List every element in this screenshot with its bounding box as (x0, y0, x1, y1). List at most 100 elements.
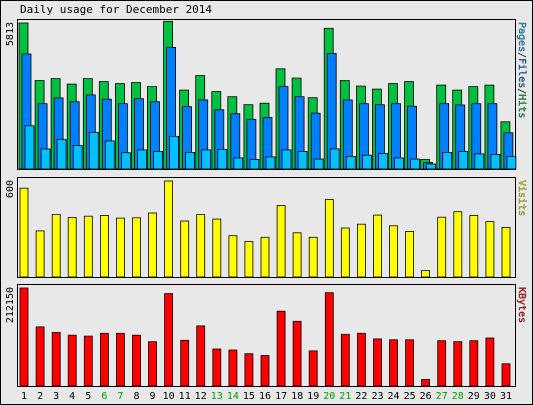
x-tick-label-11: 11 (179, 391, 191, 402)
legend-visits: Visits (516, 180, 527, 216)
bar-pages-12 (201, 149, 212, 170)
bar-visits-26 (421, 270, 431, 278)
legend-separator: / (516, 88, 527, 94)
bar-kbytes-21 (340, 333, 350, 387)
x-tick-label-6: 6 (101, 391, 107, 402)
legend: KBytes (516, 287, 527, 323)
legend: Visits (516, 180, 527, 216)
bar-pages-27 (442, 151, 453, 170)
x-tick-label-18: 18 (291, 391, 303, 402)
bar-visits-1 (19, 187, 29, 278)
bar-pages-10 (169, 135, 180, 170)
legend-files: Files (516, 58, 527, 88)
bar-pages-11 (185, 151, 196, 170)
bar-kbytes-19 (308, 350, 318, 387)
bar-kbytes-11 (180, 339, 190, 387)
bar-kbytes-13 (212, 348, 222, 387)
bar-visits-24 (389, 225, 398, 278)
bar-pages-31 (506, 155, 517, 170)
bar-pages-19 (313, 158, 324, 170)
bar-kbytes-5 (83, 335, 93, 387)
y-max-label: 600 (5, 180, 16, 198)
bar-kbytes-16 (260, 355, 270, 387)
x-tick-label-31: 31 (500, 391, 512, 402)
bar-pages-16 (265, 156, 276, 170)
bar-visits-8 (132, 217, 141, 278)
bar-visits-12 (196, 214, 206, 278)
bar-pages-15 (249, 159, 260, 170)
bar-kbytes-22 (356, 332, 366, 387)
bar-pages-18 (297, 150, 308, 170)
bar-kbytes-6 (100, 332, 109, 387)
bar-visits-17 (276, 205, 286, 278)
bar-kbytes-18 (292, 320, 302, 387)
bar-pages-23 (377, 152, 388, 170)
bar-visits-25 (405, 231, 415, 278)
x-tick-label-13: 13 (211, 391, 223, 402)
x-tick-label-16: 16 (259, 391, 271, 402)
x-tick-label-28: 28 (452, 391, 464, 402)
x-tick-label-14: 14 (227, 391, 239, 402)
x-tick-label-23: 23 (371, 391, 383, 402)
bar-kbytes-31 (501, 363, 511, 387)
bar-visits-28 (453, 211, 463, 278)
y-max-label: 212150 (5, 287, 16, 323)
x-tick-label-4: 4 (69, 391, 75, 402)
bar-visits-20 (324, 199, 334, 278)
bar-kbytes-29 (469, 340, 479, 387)
bar-pages-14 (233, 157, 244, 170)
x-tick-label-29: 29 (468, 391, 480, 402)
x-tick-label-19: 19 (307, 391, 319, 402)
bar-pages-9 (153, 150, 163, 170)
x-tick-label-25: 25 (404, 391, 416, 402)
bar-pages-21 (345, 155, 356, 170)
bars-hits (18, 20, 517, 170)
x-tick-label-15: 15 (243, 391, 255, 402)
x-tick-label-10: 10 (163, 391, 175, 402)
chart-title: Daily usage for December 2014 (20, 3, 212, 16)
bar-kbytes-4 (67, 334, 77, 387)
bar-pages-3 (56, 138, 67, 170)
bar-pages-22 (361, 154, 372, 170)
bar-visits-22 (356, 223, 366, 278)
x-tick-label-20: 20 (323, 391, 335, 402)
legend: Pages/Files/Hits (516, 22, 527, 118)
bar-kbytes-2 (35, 326, 45, 387)
panel-kbytes: 212150 KBytes (5, 284, 527, 387)
bar-visits-3 (51, 214, 61, 278)
x-tick-label-3: 3 (53, 391, 59, 402)
bar-pages-24 (394, 157, 404, 170)
legend-pages: Pages (516, 22, 527, 52)
bar-visits-14 (228, 235, 238, 278)
bar-visits-7 (116, 217, 125, 278)
bar-kbytes-3 (51, 331, 61, 387)
bar-kbytes-15 (244, 353, 254, 387)
x-tick-label-2: 2 (37, 391, 43, 402)
bar-pages-1 (24, 125, 35, 170)
bar-pages-13 (217, 148, 228, 170)
bar-kbytes-14 (228, 349, 238, 387)
bar-visits-19 (308, 236, 318, 278)
x-tick-label-1: 1 (21, 391, 27, 402)
bar-visits-13 (212, 218, 222, 278)
bar-kbytes-1 (19, 287, 29, 387)
bar-kbytes-30 (485, 337, 495, 387)
bar-kbytes-23 (373, 338, 382, 387)
bar-pages-28 (458, 150, 469, 170)
bar-visits-21 (340, 227, 350, 278)
bar-visits-11 (180, 220, 190, 278)
bar-pages-20 (329, 148, 340, 170)
bar-kbytes-10 (164, 293, 174, 387)
x-tick-label-7: 7 (117, 391, 123, 402)
bar-kbytes-12 (196, 325, 206, 387)
bar-visits-10 (164, 180, 174, 278)
bar-visits-18 (292, 232, 302, 278)
bar-pages-7 (121, 152, 131, 170)
bar-pages-5 (88, 131, 99, 170)
bar-kbytes-9 (148, 341, 157, 387)
legend-kbytes: KBytes (516, 287, 527, 323)
bar-visits-16 (260, 236, 270, 278)
